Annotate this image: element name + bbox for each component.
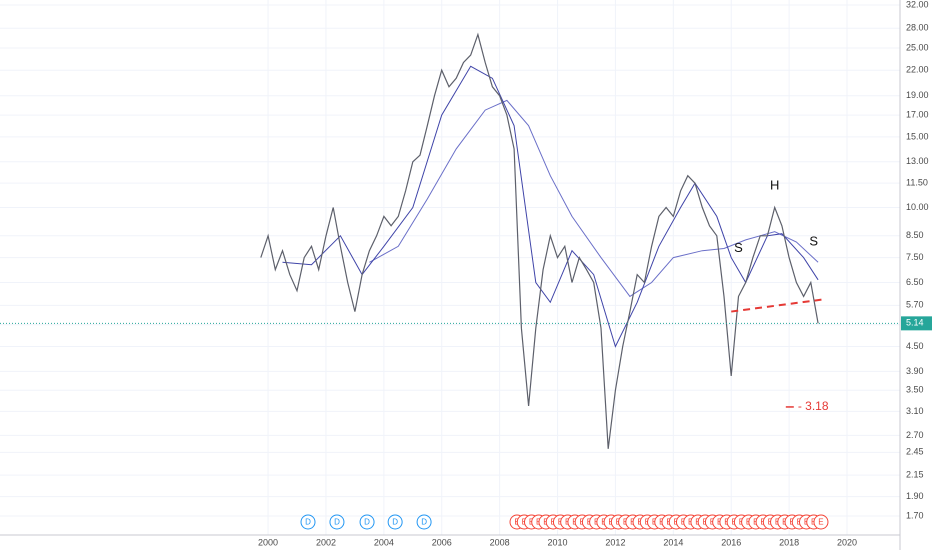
- y-tick-label: 22.00: [906, 65, 929, 75]
- y-tick-label: 7.50: [906, 252, 924, 262]
- pattern-label: H: [770, 178, 779, 193]
- x-tick-label: 2016: [721, 537, 741, 547]
- y-tick-label: 2.15: [906, 469, 924, 479]
- y-tick-label: 1.70: [906, 510, 924, 520]
- x-tick-label: 2004: [374, 537, 394, 547]
- y-tick-label: 15.00: [906, 131, 929, 141]
- earnings-marker: [813, 514, 829, 530]
- dividend-marker-label: D: [421, 518, 427, 527]
- pattern-label: S: [734, 240, 743, 255]
- x-tick-label: 2018: [779, 537, 799, 547]
- trendline: [731, 298, 824, 313]
- slow-moving-average: [369, 99, 819, 298]
- x-tick-label: 2012: [605, 537, 625, 547]
- dividend-marker: [387, 514, 403, 530]
- x-tick-label: 2002: [316, 537, 336, 547]
- dividend-marker-label: D: [392, 518, 398, 527]
- y-tick-label: 25.00: [906, 42, 929, 52]
- x-tick-label: 2014: [663, 537, 683, 547]
- dividend-marker: [416, 514, 432, 530]
- y-tick-label: 8.50: [906, 230, 924, 240]
- last-price-tag: [901, 316, 932, 331]
- y-tick-label: 2.70: [906, 430, 924, 440]
- y-tick-label: 10.00: [906, 202, 929, 212]
- last-price-label: 5.14: [906, 318, 924, 328]
- y-tick-label: 2.45: [906, 447, 924, 457]
- pattern-label: S: [809, 233, 818, 248]
- x-tick-label: 2008: [490, 537, 510, 547]
- y-tick-label: 19.00: [906, 90, 929, 100]
- y-tick-label: 11.50: [906, 178, 928, 188]
- y-tick-label: 17.00: [906, 109, 929, 119]
- dividend-marker: [329, 514, 345, 530]
- dividend-marker: [359, 514, 375, 530]
- y-tick-label: 5.70: [906, 300, 924, 310]
- dividend-marker: [300, 514, 316, 530]
- y-tick-label: 6.50: [906, 277, 924, 287]
- y-tick-label: 4.50: [906, 341, 924, 351]
- target-label: - 3.18: [798, 399, 829, 413]
- y-tick-label: 3.90: [906, 366, 924, 376]
- y-tick-label: 13.00: [906, 156, 929, 166]
- dividend-marker-label: D: [334, 518, 340, 527]
- x-tick-label: 2006: [432, 537, 452, 547]
- dividend-marker-label: D: [305, 518, 311, 527]
- y-tick-label: 32.00: [906, 0, 929, 9]
- price-line: [260, 32, 819, 449]
- x-tick-label: 2010: [548, 537, 568, 547]
- x-tick-label: 2000: [258, 537, 278, 547]
- y-tick-label: 1.90: [906, 491, 924, 501]
- earnings-marker-label: E: [818, 518, 823, 527]
- y-tick-label: 3.50: [906, 385, 924, 395]
- x-tick-label: 2020: [837, 537, 857, 547]
- y-tick-label: 3.10: [906, 406, 924, 416]
- dividend-marker-label: D: [364, 518, 370, 527]
- y-tick-label: 28.00: [906, 23, 929, 33]
